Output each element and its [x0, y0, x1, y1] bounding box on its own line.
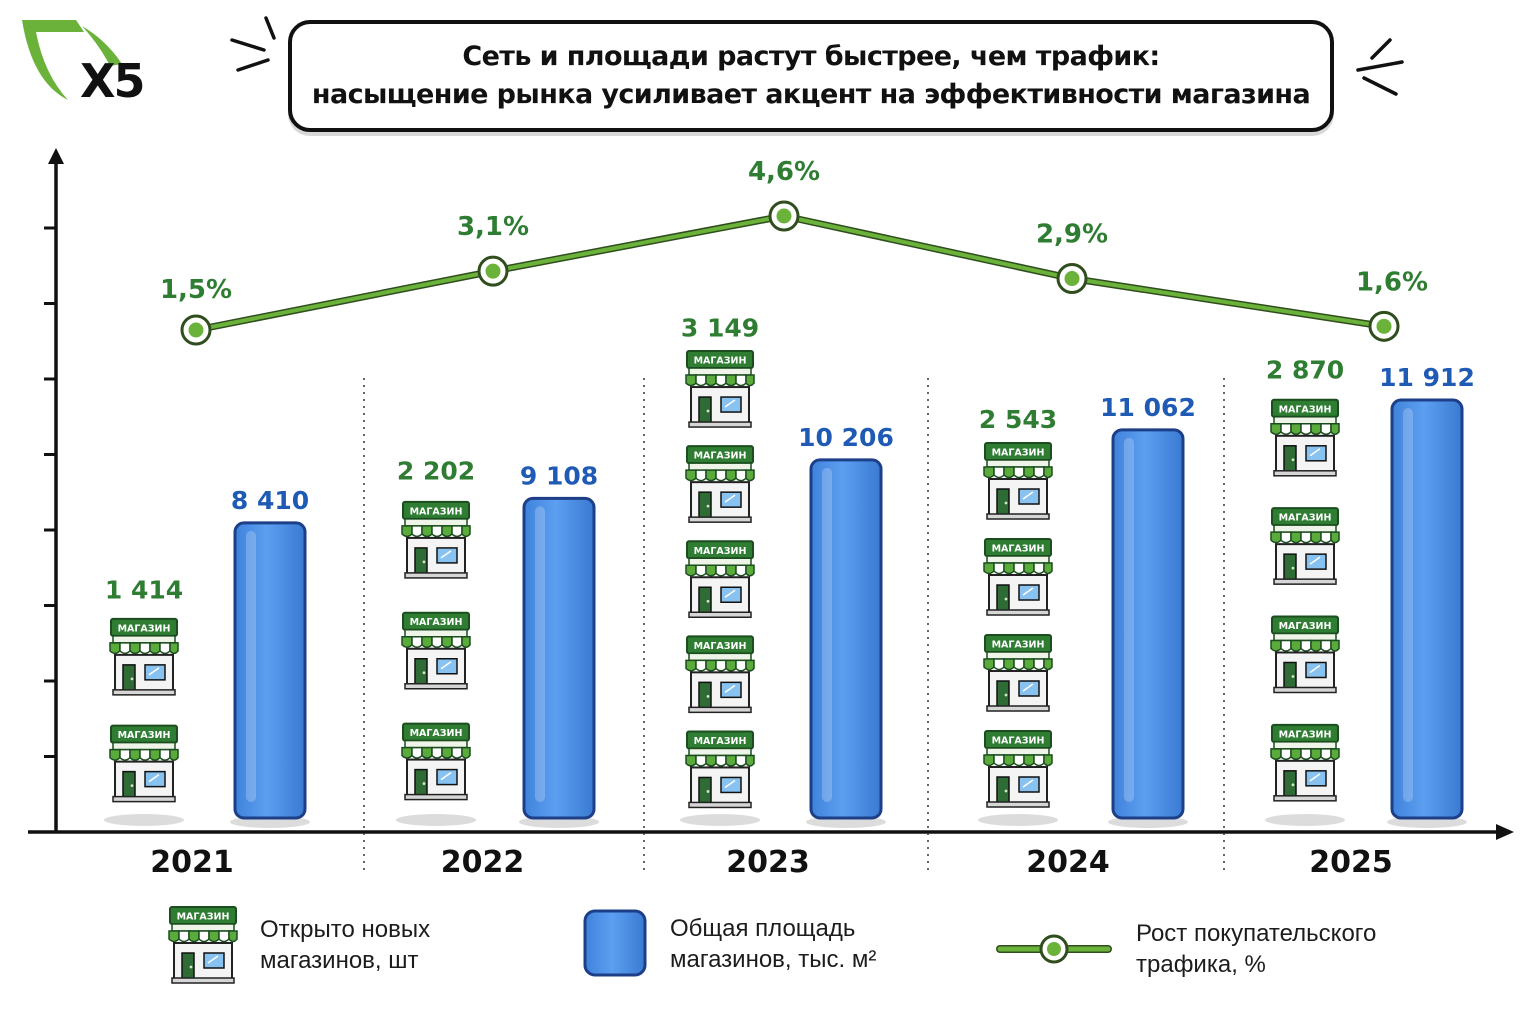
store-icon: [685, 540, 755, 619]
legend-item-traffic: Рост покупательского трафика, %: [996, 918, 1376, 980]
store-shadow: [1265, 814, 1345, 826]
area-bar: [522, 496, 596, 820]
x-tick-label: 2022: [441, 845, 525, 880]
store-icon: [1270, 615, 1340, 694]
area-bar: [809, 458, 883, 820]
store-icon: [109, 617, 179, 697]
store-icon: [685, 635, 755, 714]
legend-item-stores: Открыто новых магазинов, шт: [168, 906, 430, 984]
legend-label-area: Общая площадь магазинов, тыс. м²: [670, 915, 877, 973]
legend-label-stores: Открыто новых магазинов, шт: [260, 916, 431, 974]
traffic-value-label: 1,6%: [1356, 267, 1428, 297]
store-shadow: [104, 814, 184, 826]
chart-title-line-1: Сеть и площади растут быстрее, чем трафи…: [462, 41, 1160, 72]
traffic-line: [180, 200, 1400, 346]
line-marker-icon: [996, 934, 1112, 964]
chart-title-box: Сеть и площади растут быстрее, чем трафи…: [288, 20, 1334, 132]
traffic-point: [188, 322, 204, 338]
traffic-point: [1064, 271, 1080, 287]
store-icon: [685, 444, 755, 524]
store-icon: [1270, 398, 1340, 478]
traffic-value-label: 2,9%: [1036, 220, 1108, 250]
traffic-point: [485, 263, 501, 279]
store-icon: [109, 724, 179, 804]
area-value-label: 11 062: [1100, 393, 1196, 422]
x-axis-arrow: [1496, 824, 1514, 840]
store-stacks: [104, 349, 1345, 826]
chart-axes: [28, 148, 1514, 840]
store-icon: [401, 611, 471, 691]
bar-highlight: [1124, 437, 1134, 802]
bar-highlight: [535, 506, 545, 802]
store-stack: [396, 500, 476, 826]
x-tick-label: 2024: [1026, 845, 1110, 880]
store-stack: [1265, 398, 1345, 826]
chart-title-line-2: насыщение рынка усиливает акцент на эффе…: [311, 79, 1311, 110]
bar-highlight: [822, 467, 832, 802]
traffic-point: [776, 208, 792, 224]
store-icon: [685, 730, 755, 809]
traffic-value-label: 4,6%: [748, 157, 820, 187]
store-icon: [1270, 723, 1340, 803]
area-bars: [230, 398, 1467, 828]
chart-labels: 2021 2022 2023 2024 2025 1 414 2 202 3 149 2 543…: [105, 157, 1475, 880]
store-value-label: 1 414: [105, 575, 183, 604]
store-value-label: 2 202: [397, 456, 475, 485]
store-shadow: [680, 814, 760, 826]
store-icon: [983, 441, 1053, 521]
legend-label-traffic: Рост покупательского трафика, %: [1136, 920, 1377, 978]
store-stack: [104, 617, 184, 826]
traffic-point: [1376, 318, 1392, 334]
area-value-label: 10 206: [798, 423, 894, 452]
store-value-label: 2 543: [979, 405, 1057, 434]
store-icon: [168, 906, 238, 984]
x-tick-label: 2023: [726, 845, 810, 880]
logo-text: X5: [80, 54, 145, 108]
store-icon: [983, 537, 1053, 617]
y-axis-arrow: [48, 148, 64, 164]
bar-highlight: [1403, 408, 1413, 802]
burst-left-icon: [230, 16, 276, 72]
store-stack: [680, 349, 760, 826]
x5-logo: X5: [18, 16, 148, 108]
area-value-label: 8 410: [231, 486, 309, 515]
area-value-label: 9 108: [520, 461, 598, 490]
store-icon: [401, 722, 471, 802]
area-bar: [1111, 428, 1185, 820]
store-icon: [983, 729, 1053, 809]
traffic-value-label: 1,5%: [160, 275, 232, 305]
store-shadow: [396, 814, 476, 826]
store-stack: [978, 441, 1058, 826]
store-value-label: 2 870: [1266, 356, 1344, 385]
area-value-label: 11 912: [1379, 363, 1475, 392]
store-icon: [401, 500, 471, 580]
bar-highlight: [246, 530, 256, 802]
x-tick-label: 2025: [1309, 845, 1393, 880]
traffic-line-path: [195, 214, 1385, 332]
traffic-line-outline: [195, 212, 1385, 334]
blue-bar-icon: [583, 909, 647, 977]
year-separators: [363, 378, 1225, 872]
store-icon: [1270, 506, 1340, 586]
area-bar: [233, 521, 307, 820]
store-icon: [685, 349, 755, 429]
legend-item-area: Общая площадь магазинов, тыс. м²: [582, 908, 876, 980]
x-tick-label: 2021: [150, 845, 234, 880]
traffic-value-label: 3,1%: [457, 212, 529, 242]
x5-leaf-icon: [22, 20, 122, 100]
store-value-label: 3 149: [681, 314, 759, 343]
store-icon: [983, 633, 1053, 713]
store-shadow: [978, 814, 1058, 826]
burst-right-icon: [1356, 38, 1404, 96]
area-bar: [1390, 398, 1464, 820]
